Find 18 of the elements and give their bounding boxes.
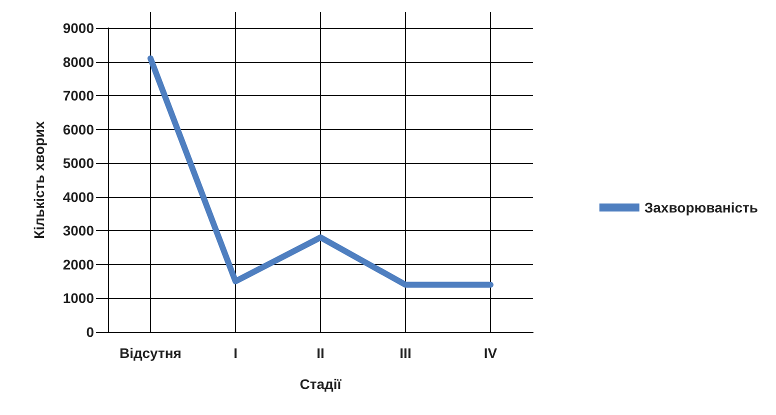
y-tick-label: 8000 <box>62 54 94 70</box>
y-tick-label: 2000 <box>62 256 94 272</box>
y-tick-label: 6000 <box>62 121 94 138</box>
x-tick-label: Відсутня <box>120 345 182 361</box>
x-axis-title: Стадії <box>300 376 342 392</box>
y-tick-label: 5000 <box>62 155 94 172</box>
y-tick-label: 4000 <box>62 188 94 205</box>
y-tick-label: 9000 <box>62 20 94 36</box>
x-tick-label: IV <box>484 345 498 361</box>
y-tick-label: 1000 <box>62 290 94 306</box>
y-axis-title: Кількість хворих <box>31 120 47 239</box>
legend-label: Захворюваність <box>644 200 758 216</box>
x-tick-label: I <box>234 345 238 361</box>
y-tick-label: 3000 <box>62 222 94 239</box>
x-tick-label: II <box>316 345 324 361</box>
y-tick-label: 7000 <box>62 88 94 104</box>
y-tick-label: 0 <box>86 324 94 340</box>
x-tick-label: III <box>400 345 412 361</box>
